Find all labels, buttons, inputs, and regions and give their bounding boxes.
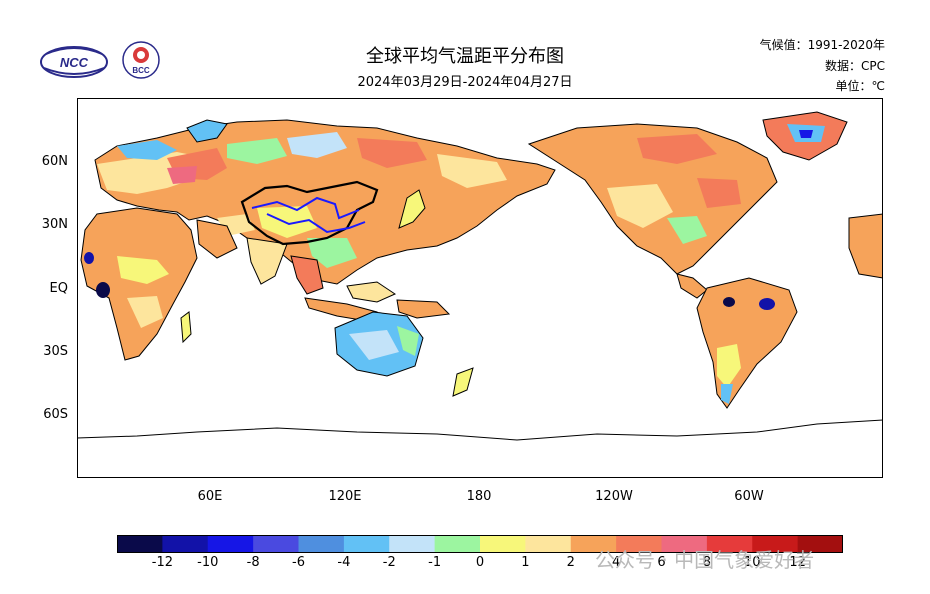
svg-text:BCC: BCC bbox=[132, 66, 150, 75]
colorbar-swatch bbox=[389, 535, 436, 553]
colorbar-label: 4 bbox=[611, 555, 621, 570]
yangtze-river bbox=[266, 213, 366, 234]
watermark: 公众号 · 中国气象爱好者 bbox=[595, 548, 815, 572]
colorbar-swatch bbox=[616, 535, 663, 553]
lat-label-30s: 30S bbox=[43, 344, 68, 359]
colorbar-swatch bbox=[253, 535, 300, 553]
colorbar-label: 12 bbox=[789, 555, 806, 570]
colorbar-label: -8 bbox=[246, 555, 260, 570]
colorbar-swatch bbox=[343, 535, 390, 553]
lat-label-30n: 30N bbox=[41, 217, 68, 232]
colorbar-outline bbox=[117, 535, 843, 553]
lat-label-eq: EQ bbox=[49, 281, 68, 296]
anomaly-map bbox=[77, 98, 883, 478]
colorbar-swatch bbox=[525, 535, 572, 553]
colorbar-label: 6 bbox=[657, 555, 666, 570]
colorbar-label: -6 bbox=[292, 555, 305, 570]
yellow-river bbox=[251, 196, 360, 220]
colorbar-swatch bbox=[570, 535, 617, 553]
data-source: 数据：CPC bbox=[825, 59, 885, 73]
lon-label-60w: 60W bbox=[734, 489, 764, 504]
lat-label-60n: 60N bbox=[41, 154, 68, 169]
colorbar-label: 10 bbox=[743, 555, 761, 570]
date-range: 2024年03月29日-2024年04月27日 bbox=[357, 75, 573, 90]
colorbar-swatch bbox=[752, 535, 799, 553]
colorbar-swatch bbox=[298, 535, 345, 553]
colorbar-label: 1 bbox=[521, 555, 530, 570]
colorbar-label: 8 bbox=[702, 555, 712, 570]
colorbar-label: 0 bbox=[475, 555, 485, 570]
colorbar-label: -1 bbox=[428, 555, 442, 570]
colorbar-label: -4 bbox=[337, 555, 351, 570]
colorbar-swatch bbox=[706, 535, 753, 553]
colorbar-swatch bbox=[117, 535, 163, 553]
africa-landmass bbox=[80, 207, 198, 361]
colorbar-swatch bbox=[480, 535, 526, 553]
colorbar bbox=[117, 535, 843, 553]
svg-text:NCC: NCC bbox=[60, 55, 89, 70]
climate-period: 气候值：1991-2020年 bbox=[759, 38, 885, 52]
antarctica-coast bbox=[77, 419, 883, 441]
lat-label-60s: 60S bbox=[43, 407, 68, 422]
colorbar-label: 2 bbox=[566, 555, 575, 570]
colorbar-swatch bbox=[434, 535, 481, 553]
unit-label: 单位：℃ bbox=[835, 79, 885, 93]
lon-label-60e: 60E bbox=[197, 489, 223, 504]
colorbar-swatch bbox=[162, 535, 209, 553]
colorbar-swatch bbox=[661, 535, 708, 553]
colorbar-swatch bbox=[207, 535, 254, 553]
colorbar-label: -12 bbox=[151, 555, 173, 570]
china-border bbox=[240, 180, 379, 246]
colorbar-label: -2 bbox=[382, 555, 396, 570]
ncc-logo: NCC bbox=[40, 46, 108, 78]
colorbar-label: -10 bbox=[197, 555, 219, 570]
bcc-logo: BCC bbox=[122, 41, 160, 79]
lon-label-120e: 120E bbox=[328, 489, 362, 504]
map-title: 全球平均气温距平分布图 bbox=[366, 46, 564, 67]
lon-label-180: 180 bbox=[466, 489, 492, 504]
lon-label-120w: 120W bbox=[595, 489, 633, 504]
colorbar-swatch bbox=[797, 535, 843, 553]
